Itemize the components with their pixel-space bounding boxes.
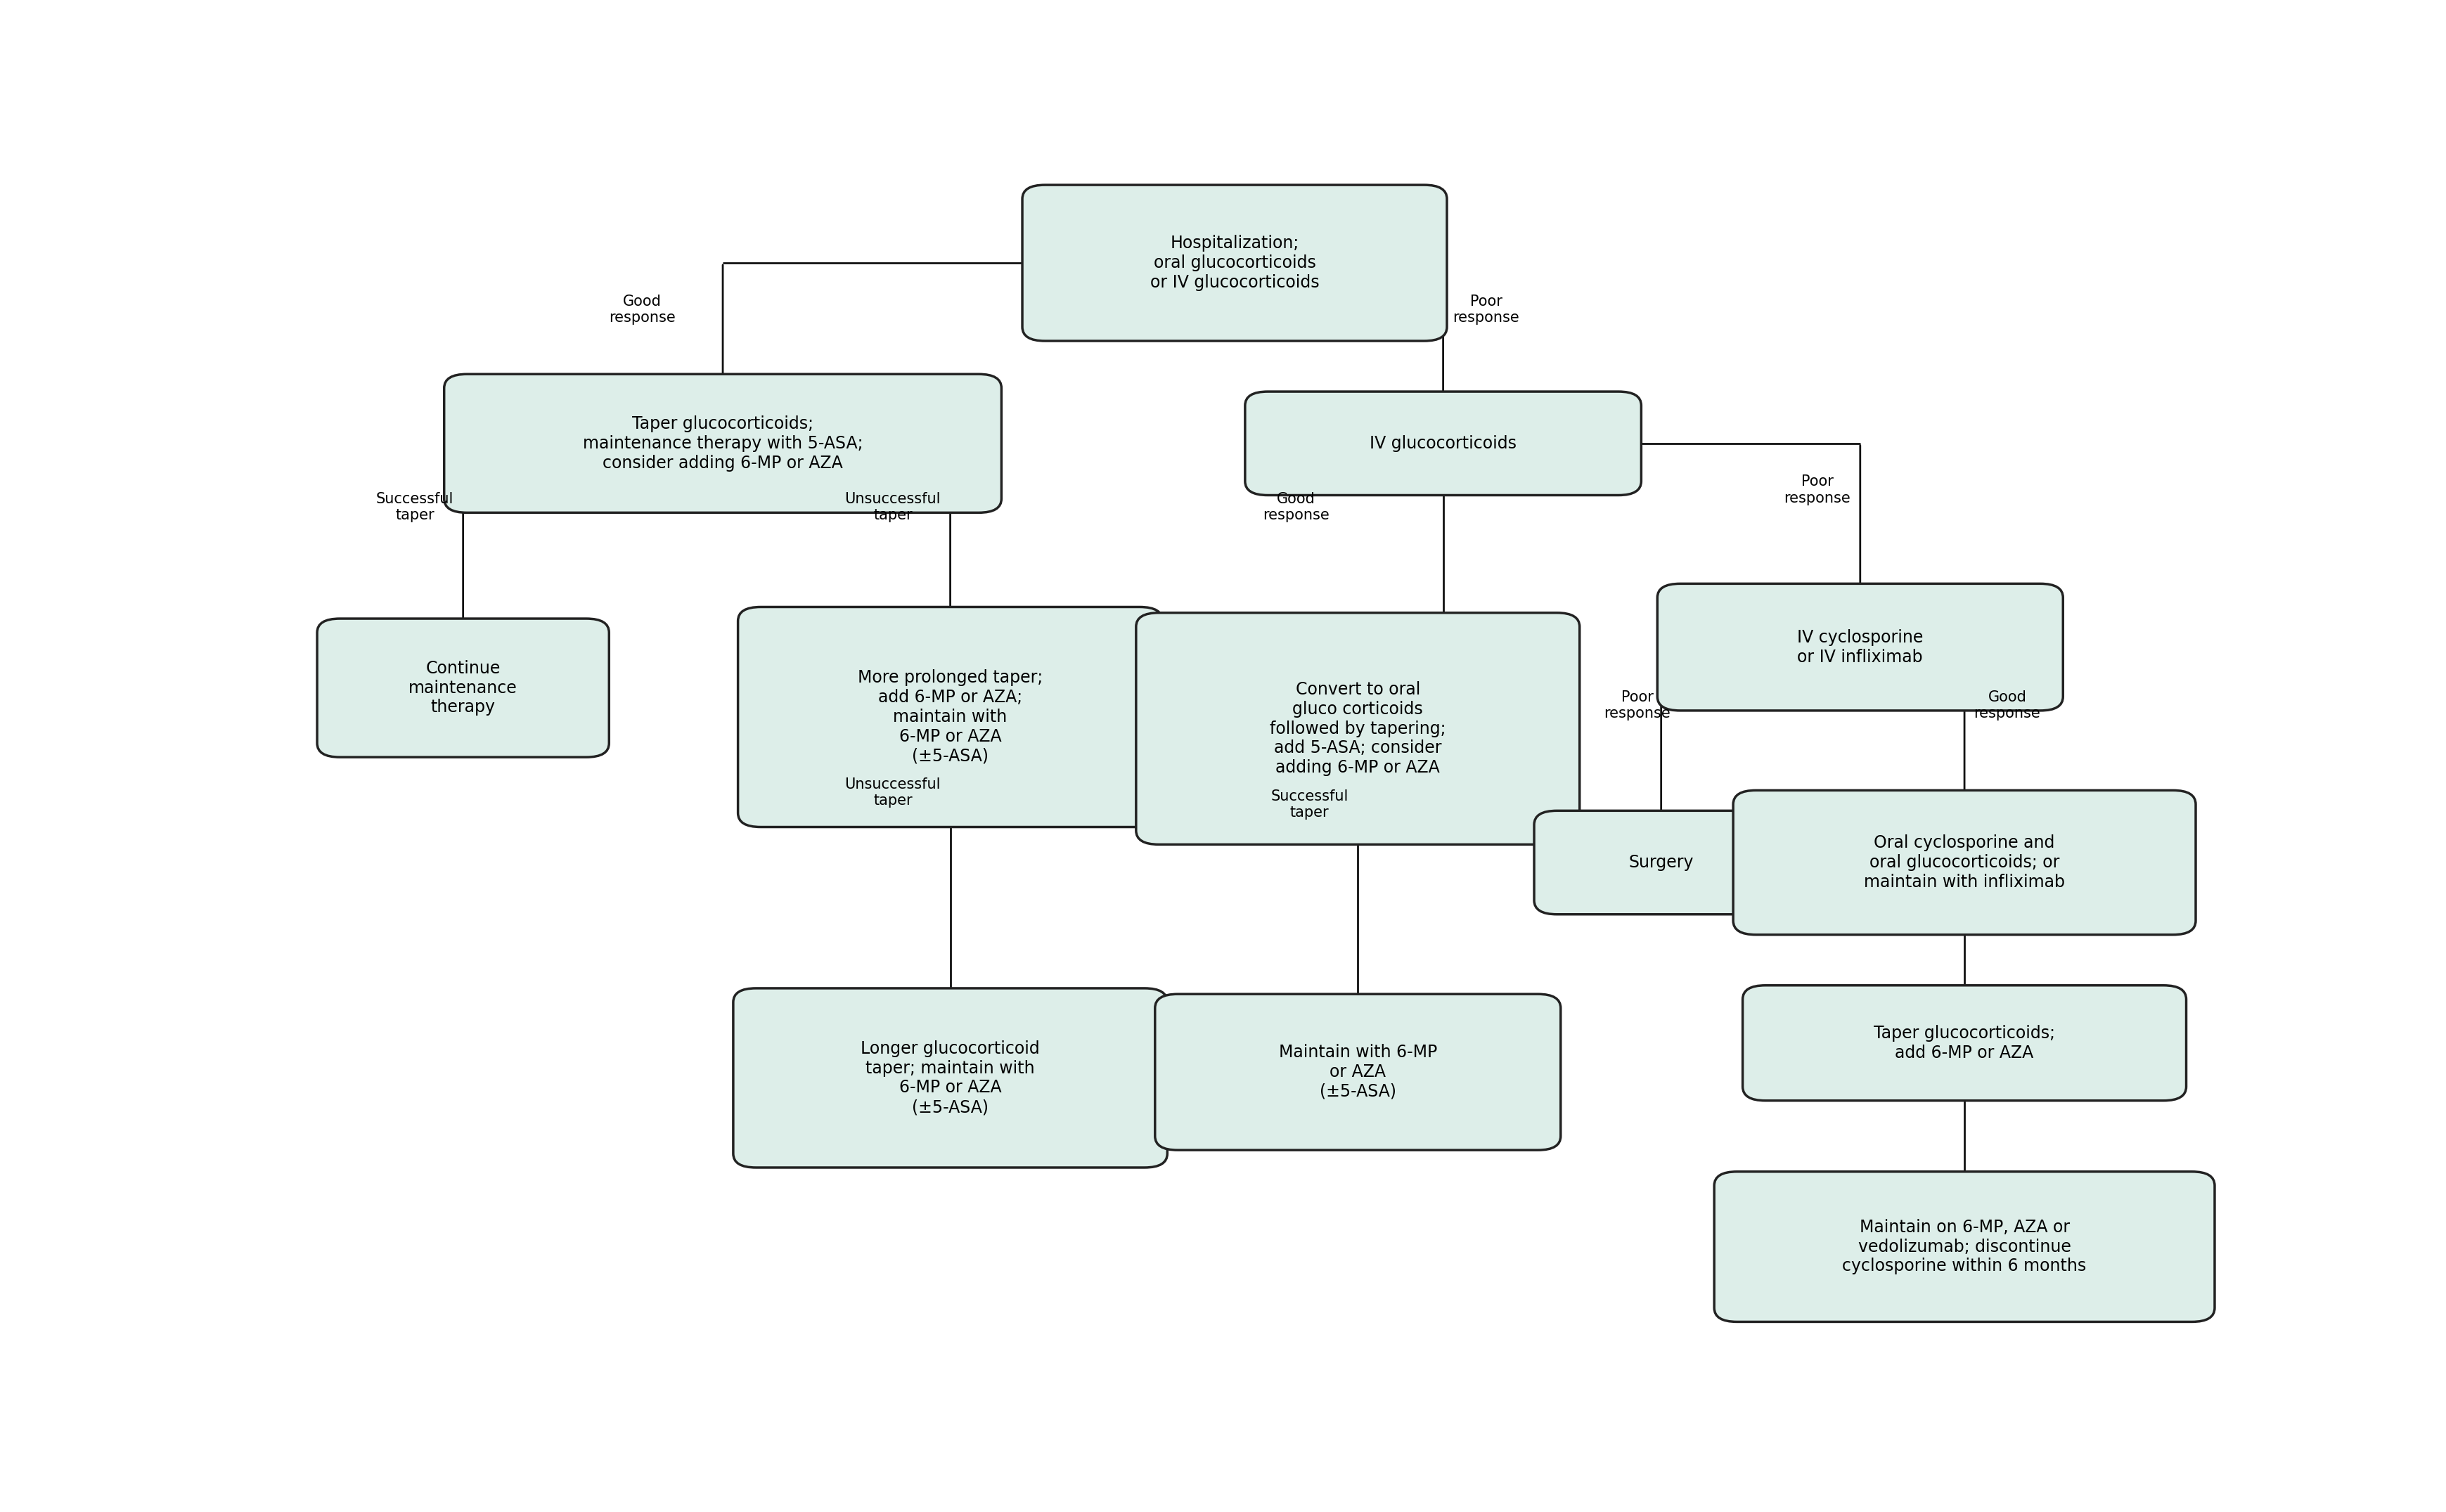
FancyBboxPatch shape	[318, 618, 609, 758]
Text: Good
response: Good response	[609, 295, 675, 325]
Text: Maintain with 6-MP
or AZA
(±5-ASA): Maintain with 6-MP or AZA (±5-ASA)	[1279, 1045, 1436, 1101]
Text: Unsuccessful
taper: Unsuccessful taper	[844, 493, 942, 523]
Text: Successful
taper: Successful taper	[1272, 789, 1348, 820]
Text: Continue
maintenance
therapy: Continue maintenance therapy	[408, 659, 519, 715]
Text: Taper glucocorticoids;
maintenance therapy with 5-ASA;
consider adding 6-MP or A: Taper glucocorticoids; maintenance thera…	[582, 416, 863, 472]
Text: Longer glucocorticoid
taper; maintain with
6-MP or AZA
(±5-ASA): Longer glucocorticoid taper; maintain wi…	[861, 1040, 1040, 1116]
Text: IV glucocorticoids: IV glucocorticoids	[1370, 435, 1517, 452]
FancyBboxPatch shape	[1155, 993, 1561, 1151]
Text: Hospitalization;
oral glucocorticoids
or IV glucocorticoids: Hospitalization; oral glucocorticoids or…	[1150, 234, 1318, 290]
Text: Convert to oral
gluco corticoids
followed by tapering;
add 5-ASA; consider
addin: Convert to oral gluco corticoids followe…	[1269, 680, 1446, 776]
Text: Maintain on 6-MP, AZA or
vedolizumab; discontinue
cyclosporine within 6 months: Maintain on 6-MP, AZA or vedolizumab; di…	[1842, 1219, 2086, 1275]
FancyBboxPatch shape	[1022, 184, 1448, 340]
Text: Poor
response: Poor response	[1783, 475, 1852, 505]
Text: IV cyclosporine
or IV infliximab: IV cyclosporine or IV infliximab	[1798, 629, 1923, 665]
FancyBboxPatch shape	[1734, 791, 2197, 934]
FancyBboxPatch shape	[1715, 1172, 2214, 1321]
FancyBboxPatch shape	[445, 373, 1000, 513]
Text: Surgery: Surgery	[1629, 854, 1693, 871]
Text: Good
response: Good response	[1974, 689, 2040, 721]
FancyBboxPatch shape	[1534, 810, 1788, 915]
Text: Poor
response: Poor response	[1605, 689, 1671, 721]
Text: Poor
response: Poor response	[1453, 295, 1519, 325]
Text: Successful
taper: Successful taper	[377, 493, 453, 523]
FancyBboxPatch shape	[1742, 986, 2187, 1101]
Text: Taper glucocorticoids;
add 6-MP or AZA: Taper glucocorticoids; add 6-MP or AZA	[1874, 1025, 2055, 1061]
FancyBboxPatch shape	[739, 606, 1162, 827]
Text: Unsuccessful
taper: Unsuccessful taper	[844, 777, 942, 807]
FancyBboxPatch shape	[1135, 612, 1580, 845]
FancyBboxPatch shape	[734, 989, 1167, 1167]
Text: More prolonged taper;
add 6-MP or AZA;
maintain with
6-MP or AZA
(±5-ASA): More prolonged taper; add 6-MP or AZA; m…	[859, 670, 1042, 765]
FancyBboxPatch shape	[1658, 584, 2062, 711]
FancyBboxPatch shape	[1245, 392, 1641, 496]
Text: Good
response: Good response	[1262, 493, 1331, 523]
Text: Oral cyclosporine and
oral glucocorticoids; or
maintain with infliximab: Oral cyclosporine and oral glucocorticoi…	[1864, 835, 2064, 891]
